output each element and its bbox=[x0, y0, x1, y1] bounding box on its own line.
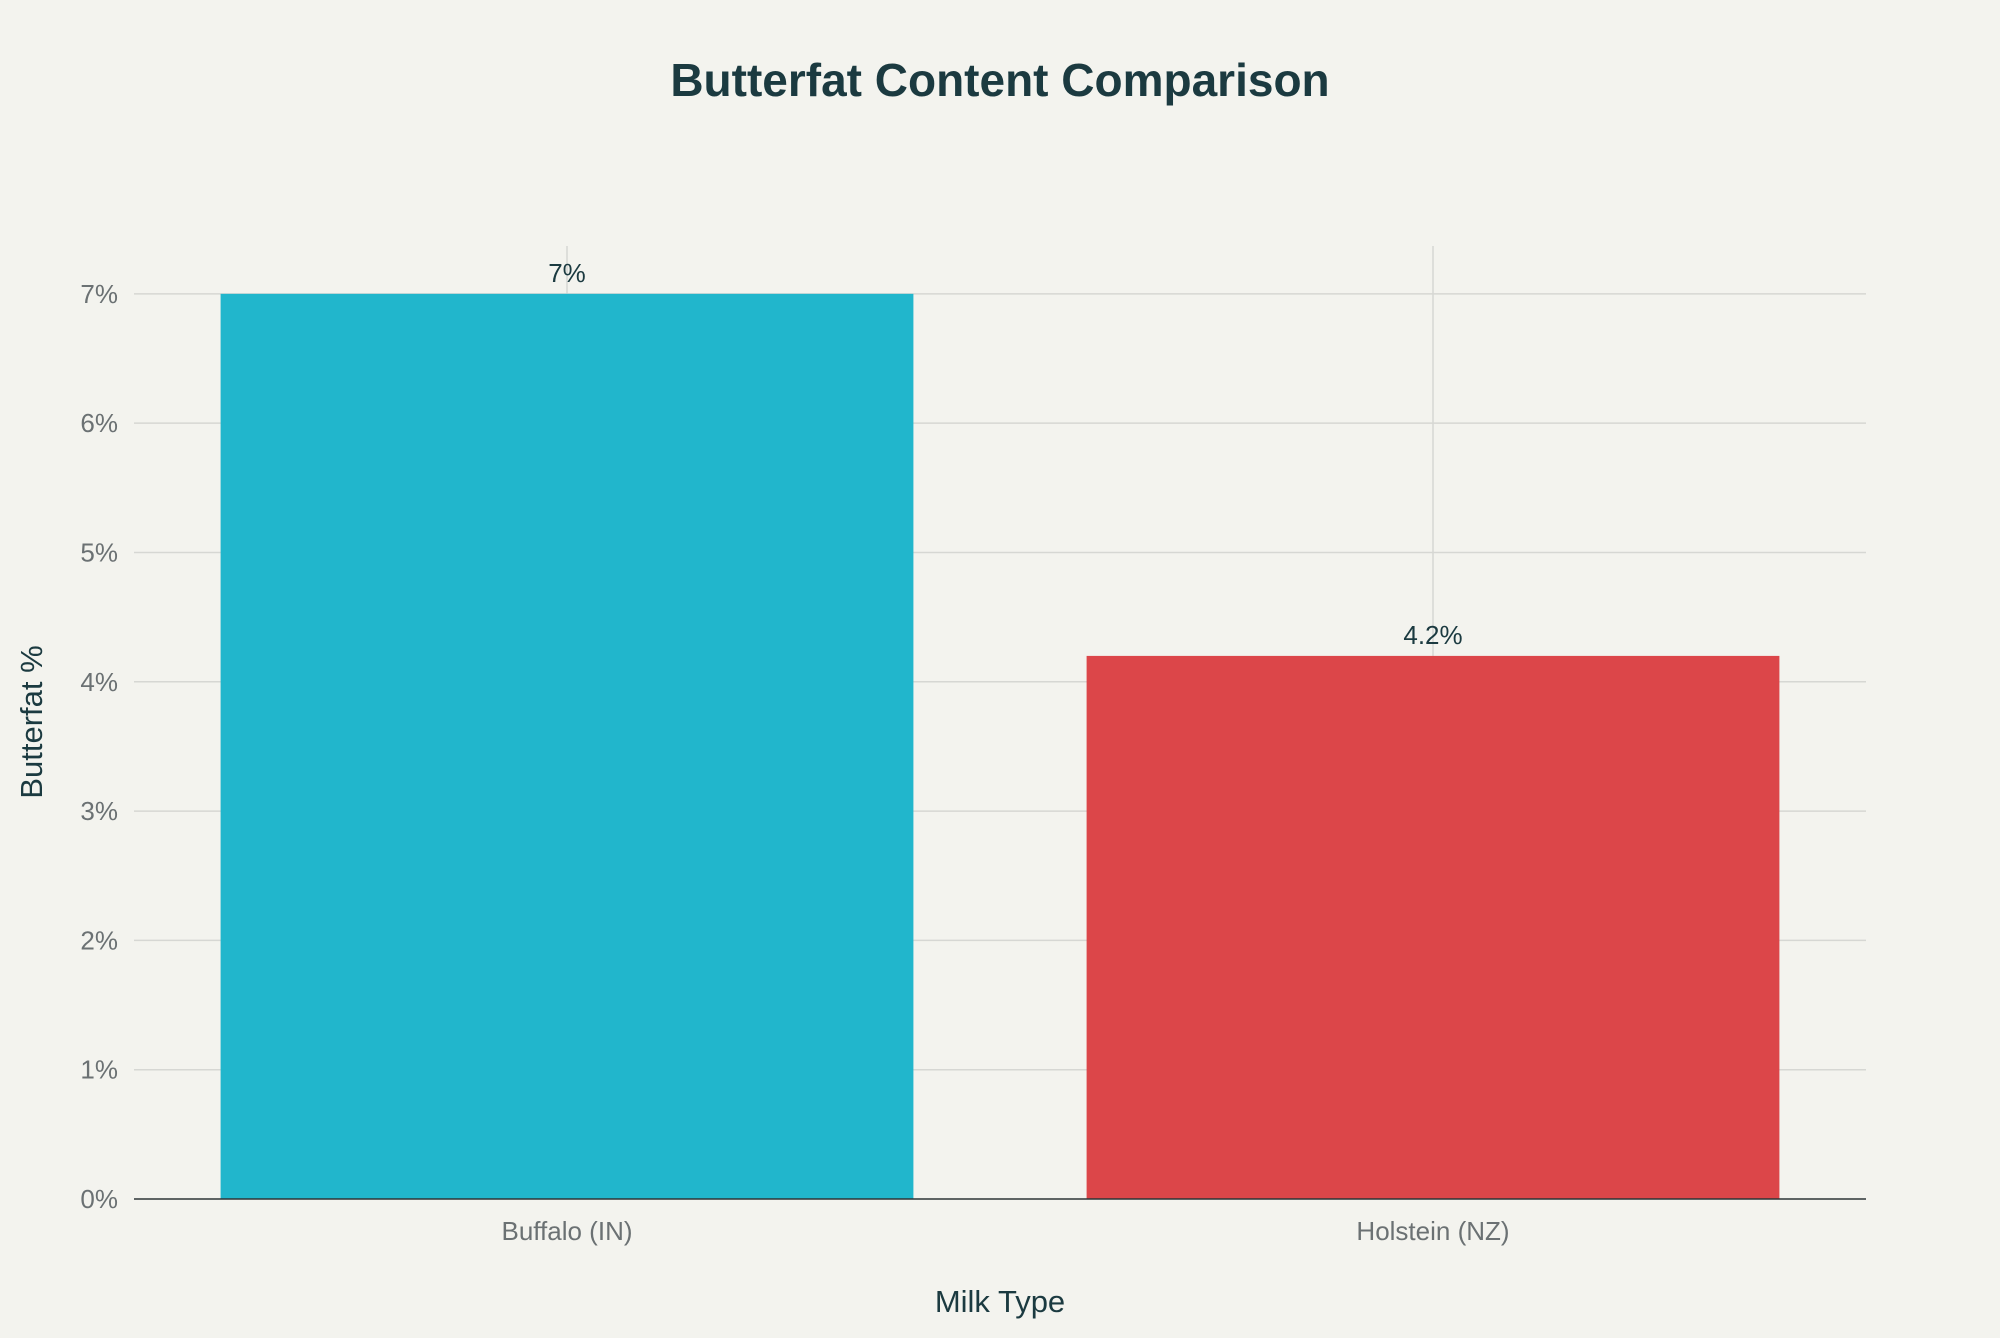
y-axis-title: Butterfat % bbox=[14, 645, 49, 798]
y-tick-label: 1% bbox=[80, 1055, 118, 1085]
y-tick-label: 3% bbox=[80, 796, 118, 826]
bar-1 bbox=[220, 293, 914, 1199]
y-axis-ticks: 0% 1% 2% 3% 4% 5% 6% 7% bbox=[80, 279, 118, 1214]
y-tick-label: 5% bbox=[80, 537, 118, 567]
y-tick-label: 4% bbox=[80, 667, 118, 697]
chart-title: Butterfat Content Comparison bbox=[670, 54, 1329, 106]
y-tick-label: 2% bbox=[80, 925, 118, 955]
bars bbox=[220, 293, 1780, 1199]
bar-value-label: 7% bbox=[548, 258, 586, 288]
y-tick-label: 6% bbox=[80, 408, 118, 438]
y-tick-label: 7% bbox=[80, 279, 118, 309]
x-axis-ticks: Buffalo (IN) Holstein (NZ) bbox=[501, 1216, 1509, 1246]
bar-2 bbox=[1086, 655, 1780, 1199]
x-tick-label: Holstein (NZ) bbox=[1356, 1216, 1509, 1246]
bar-value-label: 4.2% bbox=[1403, 620, 1462, 650]
data-labels: 7% 4.2% bbox=[548, 258, 1462, 650]
y-tick-label: 0% bbox=[80, 1184, 118, 1214]
x-axis-title: Milk Type bbox=[935, 1284, 1065, 1319]
x-tick-label: Buffalo (IN) bbox=[501, 1216, 632, 1246]
